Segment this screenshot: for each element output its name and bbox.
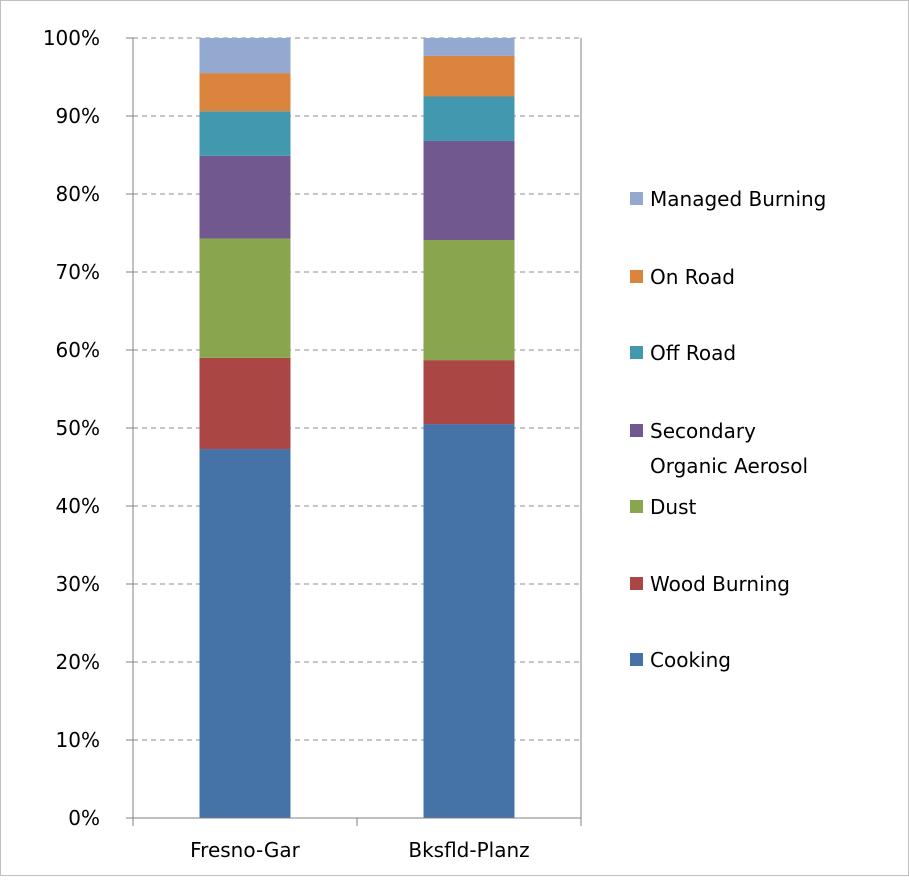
bar-segment xyxy=(199,38,291,74)
bar-segment xyxy=(423,96,515,141)
legend-label: Dust xyxy=(650,495,696,519)
y-tick-label: 40% xyxy=(56,494,100,518)
y-tick-label: 50% xyxy=(56,416,100,440)
y-tick-label: 90% xyxy=(56,104,100,128)
bar-segment xyxy=(199,155,291,239)
bar-segment xyxy=(423,55,515,97)
y-tick-label: 30% xyxy=(56,572,100,596)
bar-segment xyxy=(199,357,291,450)
legend-swatch xyxy=(630,270,643,283)
legend-swatch xyxy=(630,424,643,437)
x-tick-label: Fresno-Gar xyxy=(190,838,301,862)
y-tick-label: 60% xyxy=(56,338,100,362)
y-tick-label: 10% xyxy=(56,728,100,752)
legend-swatch xyxy=(630,346,643,359)
bar-segment xyxy=(423,38,515,56)
legend-label: Cooking xyxy=(650,648,731,672)
legend-label: Managed Burning xyxy=(650,187,826,211)
bar-segment xyxy=(199,111,291,156)
bar-segment xyxy=(423,140,515,241)
legend-swatch xyxy=(630,500,643,513)
y-tick-label: 0% xyxy=(68,806,100,830)
y-tick-labels: 0% 10% 20% 30% 40% 50% 60% 70% 80% 90% 100% xyxy=(43,26,100,830)
y-tick-label: 100% xyxy=(43,26,100,50)
legend-label: Off Road xyxy=(650,341,736,365)
y-tick-label: 70% xyxy=(56,260,100,284)
legend-label: Organic Aerosol xyxy=(650,454,808,478)
legend-label: Wood Burning xyxy=(650,572,790,596)
bar-segment xyxy=(423,360,515,425)
legend-label: On Road xyxy=(650,265,735,289)
bar-segment xyxy=(423,424,515,818)
y-tick-label: 80% xyxy=(56,182,100,206)
legend-swatch xyxy=(630,653,643,666)
bar-segment xyxy=(199,73,291,112)
y-tick-label: 20% xyxy=(56,650,100,674)
bar-segment xyxy=(199,238,291,358)
x-tick-labels: Fresno-Gar Bksfld-Planz xyxy=(190,838,530,862)
axes xyxy=(126,37,582,826)
legend-swatch xyxy=(630,192,643,205)
legend-swatch xyxy=(630,577,643,590)
bars xyxy=(199,38,515,818)
legend: Managed Burning On Road Off Road Secondary O… xyxy=(630,187,826,672)
legend-label: Secondary xyxy=(650,419,756,443)
x-tick-label: Bksfld-Planz xyxy=(408,838,529,862)
bar-segment xyxy=(199,449,291,818)
bar-segment xyxy=(423,240,515,361)
